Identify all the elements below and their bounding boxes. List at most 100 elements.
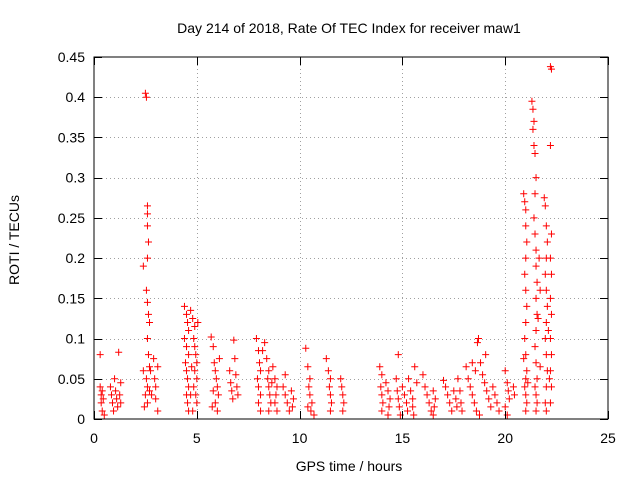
data-point [448, 407, 456, 415]
data-point [419, 371, 427, 379]
data-point [143, 399, 151, 407]
data-point [304, 403, 312, 411]
data-point [547, 270, 555, 278]
data-point [468, 391, 476, 399]
data-point [378, 371, 386, 379]
data-point [264, 375, 272, 383]
data-point [337, 375, 345, 383]
data-point [143, 210, 151, 218]
data-point [531, 343, 539, 351]
data-point [307, 407, 315, 415]
axis-ticks [94, 57, 609, 420]
data-point [151, 375, 159, 383]
data-point [473, 339, 481, 347]
data-point [98, 407, 106, 415]
data-point [474, 335, 482, 343]
data-point [261, 339, 269, 347]
data-point [521, 335, 529, 343]
data-point [269, 363, 277, 371]
data-point [470, 399, 478, 407]
data-point [144, 238, 152, 246]
data-point [524, 379, 532, 387]
data-point [546, 367, 554, 375]
data-point [259, 347, 267, 355]
data-point [190, 335, 198, 343]
data-point [410, 411, 418, 419]
data-point [529, 105, 537, 113]
data-point [384, 411, 392, 419]
data-point [143, 254, 151, 262]
data-point [483, 387, 491, 395]
x-tick-label: 15 [395, 430, 411, 446]
data-point [308, 399, 316, 407]
data-point [252, 335, 260, 343]
data-point [263, 355, 271, 363]
x-tick-label: 20 [497, 430, 513, 446]
data-point [382, 379, 390, 387]
data-point [444, 391, 452, 399]
data-point [272, 391, 280, 399]
data-point [140, 403, 148, 411]
data-point [339, 407, 347, 415]
data-point [183, 343, 191, 351]
data-point [544, 327, 552, 335]
data-point [505, 395, 513, 403]
data-point [117, 379, 125, 387]
data-point [442, 383, 450, 391]
data-point [265, 367, 273, 375]
y-tick-label: 0.3 [66, 170, 86, 186]
data-point [189, 407, 197, 415]
data-point [185, 327, 193, 335]
data-point [423, 391, 431, 399]
data-point [430, 403, 438, 411]
x-axis-label: GPS time / hours [296, 458, 403, 474]
data-point [528, 97, 536, 105]
data-point [523, 399, 531, 407]
data-point [533, 375, 541, 383]
data-point [520, 355, 528, 363]
data-point [543, 238, 551, 246]
data-point [532, 246, 540, 254]
data-point [429, 411, 437, 419]
data-point [485, 395, 493, 403]
data-point [530, 214, 538, 222]
data-point [503, 379, 511, 387]
data-point [97, 391, 105, 399]
data-point [154, 363, 162, 371]
data-point [531, 383, 539, 391]
data-point [146, 318, 154, 326]
y-tick-label: 0.15 [58, 290, 85, 306]
data-point [536, 363, 544, 371]
data-point [489, 383, 497, 391]
data-point [144, 351, 152, 359]
data-point [531, 150, 539, 158]
data-point [213, 407, 221, 415]
data-point [193, 399, 201, 407]
data-point [209, 343, 217, 351]
data-point [185, 351, 193, 359]
data-point [99, 395, 107, 403]
y-tick-label: 0.4 [66, 89, 86, 105]
data-point [395, 403, 403, 411]
data-point [208, 403, 216, 411]
data-point [398, 383, 406, 391]
data-point [338, 383, 346, 391]
data-point [117, 399, 125, 407]
data-point [326, 407, 334, 415]
data-point [211, 367, 219, 375]
data-point [143, 222, 151, 230]
data-point [271, 399, 279, 407]
data-point [404, 407, 412, 415]
data-point [479, 371, 487, 379]
data-point [281, 391, 289, 399]
data-point [144, 310, 152, 318]
data-point [184, 375, 192, 383]
data-point [184, 399, 192, 407]
data-point [482, 351, 490, 359]
data-point [302, 344, 310, 352]
data-point [257, 407, 265, 415]
data-point [98, 387, 106, 395]
data-point [113, 395, 121, 403]
data-point [306, 375, 314, 383]
data-point [542, 222, 550, 230]
